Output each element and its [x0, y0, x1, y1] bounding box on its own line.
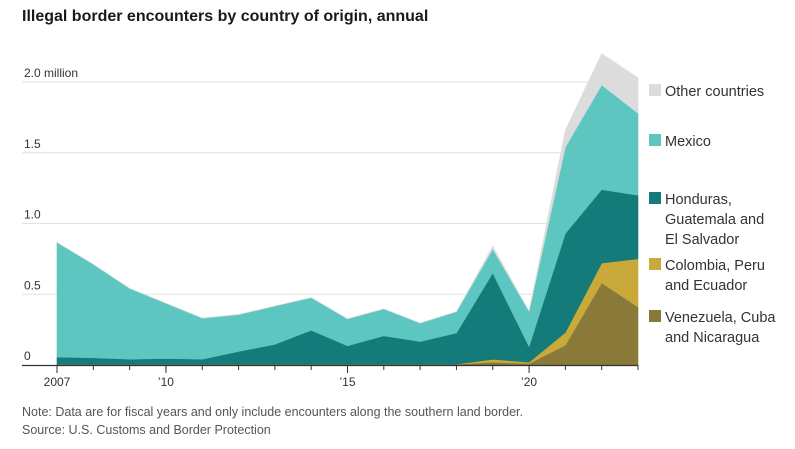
y-tick-label: 0.5 [24, 278, 41, 292]
legend-label-line: Mexico [665, 134, 711, 150]
chart-notes: Note: Data are for fiscal years and only… [22, 403, 523, 439]
legend-label-line: Colombia, Peru [665, 258, 765, 274]
x-tick-label: ’15 [339, 375, 355, 389]
source-text: Source: U.S. Customs and Border Protecti… [22, 423, 271, 437]
legend-label-line: Guatemala and [665, 212, 764, 228]
legend-swatch [649, 192, 661, 204]
y-tick-label: 1.5 [24, 137, 41, 151]
legend-swatch [649, 310, 661, 322]
legend-label: Honduras, Guatemala and El Salvador [665, 192, 764, 248]
x-tick-label: 2007 [44, 375, 71, 389]
legend-label-line: Other countries [665, 84, 764, 100]
x-tick-label: ’10 [158, 375, 174, 389]
legend-swatch [649, 84, 661, 96]
legend-label: Colombia, Peru and Ecuador [665, 258, 765, 294]
legend-label-line: and Nicaragua [665, 330, 760, 346]
x-tick-label: ’20 [521, 375, 537, 389]
legend-label: Other countries [665, 84, 764, 100]
legend-label: Venezuela, Cuba and Nicaragua [665, 310, 776, 346]
note-text: Note: Data are for fiscal years and only… [22, 405, 524, 419]
y-tick-label: 0 [24, 349, 31, 363]
x-axis: 2007 ’10 ’15 ’20 [22, 364, 639, 389]
area-series-4 [56, 53, 639, 324]
legend-swatch [649, 134, 661, 146]
y-tick-label: 2.0 million [24, 66, 78, 80]
stacked-areas [56, 53, 639, 366]
legend-swatch [649, 258, 661, 270]
y-tick-label: 1.0 [24, 208, 41, 222]
y-axis-labels: 0 0.5 1.0 1.5 2.0 million [24, 66, 78, 363]
legend-label-line: and Ecuador [665, 278, 747, 294]
legend-label-line: Honduras, [665, 192, 732, 208]
legend-label-line: El Salvador [665, 232, 739, 248]
legend-label-line: Venezuela, Cuba [665, 310, 776, 326]
chart-title: Illegal border encounters by country of … [22, 8, 429, 25]
legend: Other countries Mexico Honduras, Guatemala … [649, 84, 776, 346]
legend-label: Mexico [665, 134, 711, 150]
